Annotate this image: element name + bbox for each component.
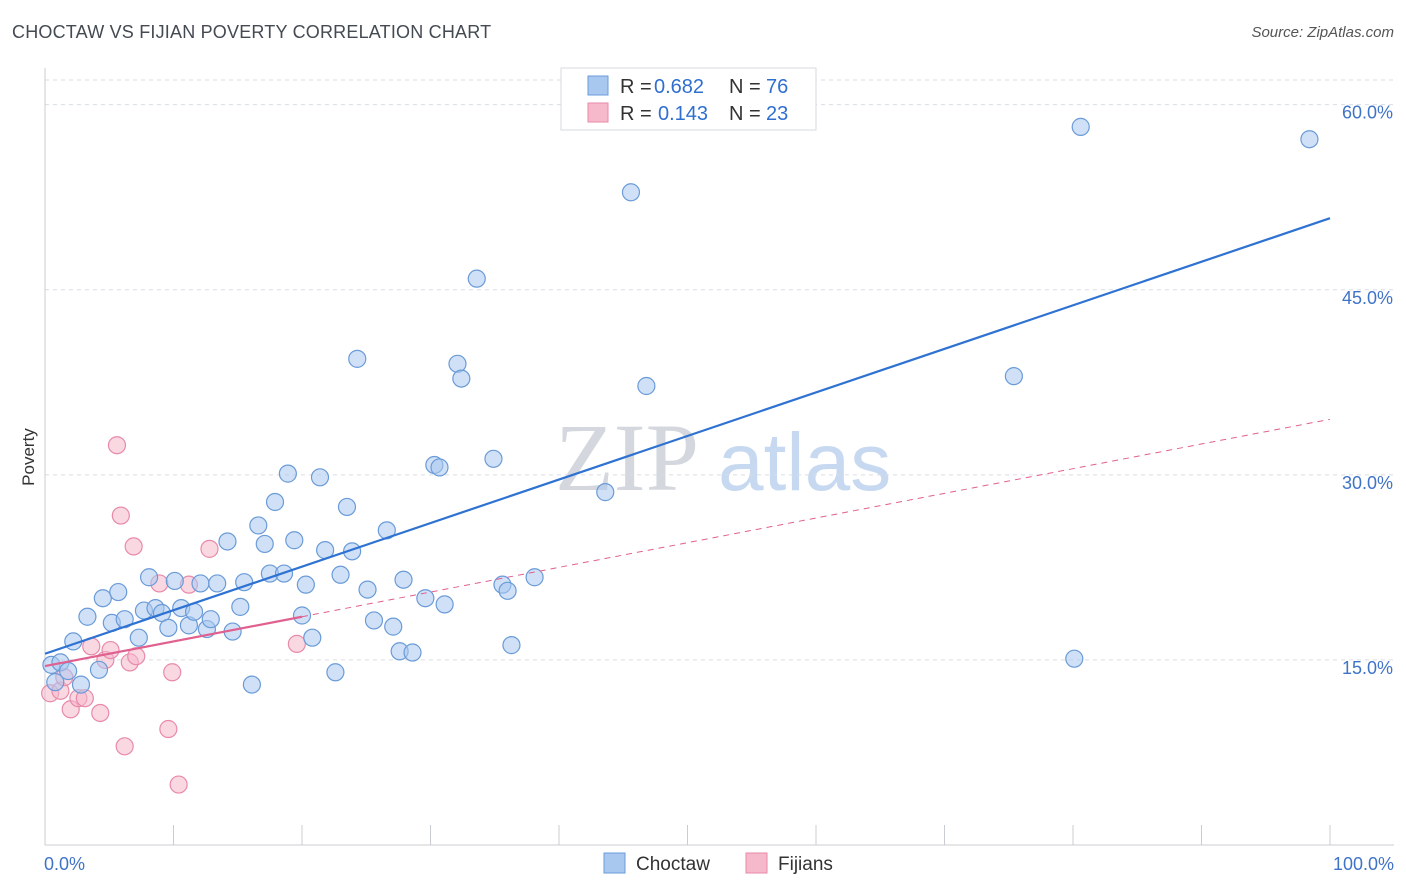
choctaw-point [285,531,304,550]
legend-swatch-choctaw [587,75,609,96]
legend-r-label-fijians: R = [620,103,652,125]
bottom-legend-choctaw: Choctaw [636,854,710,875]
legend-r-fijians: 0.143 [658,103,708,125]
choctaw-point [78,607,97,626]
chart-title: CHOCTAW VS FIJIAN POVERTY CORRELATION CH… [12,22,492,42]
bottom-legend-swatch-fijians [745,852,768,874]
y-tick-label: 60.0% [1342,103,1393,123]
choctaw-point [331,565,350,584]
choctaw-point [159,618,178,637]
choctaw-point [348,349,367,368]
choctaw-point [201,610,220,629]
choctaw-point [235,573,254,592]
choctaw-point [265,492,285,512]
choctaw-point [430,458,449,477]
legend-bottom: Choctaw Fijians [603,852,833,875]
choctaw-point [502,636,521,655]
fijians-point [200,539,219,558]
axes [44,68,1394,846]
choctaw-point [296,575,315,594]
x-ticks [44,825,1331,845]
fijians-point [91,703,110,723]
choctaw-point [1071,117,1090,136]
fijians-point [107,436,127,455]
choctaw-point [292,606,312,625]
choctaw-point [1065,649,1084,668]
y-tick-label: 15.0% [1342,658,1393,678]
choctaw-point [93,589,112,608]
grid-lines [45,79,1394,661]
choctaw-point [484,449,503,468]
fijians-point [159,719,178,739]
fijians-point [124,537,143,556]
choctaw-point [278,464,297,483]
choctaw-point [621,183,641,202]
choctaw-point [448,354,467,373]
choctaw-point [403,643,422,662]
choctaw-point [310,468,330,487]
legend-n-label-fijians: N = [729,103,761,125]
fijians-trend-extension [301,418,1331,618]
choctaw-point [218,532,237,551]
choctaw-point [249,516,268,535]
choctaw-point [467,269,486,288]
y-axis-title: Poverty [19,428,38,486]
bottom-legend-swatch-choctaw [603,852,626,874]
watermark-atlas: atlas [718,417,891,508]
legend-n-label-choctaw: N = [729,76,761,98]
legend-r-choctaw: 0.682 [654,76,704,98]
choctaw-point [358,580,377,599]
y-tick-labels: 15.0% 30.0% 45.0% 60.0% [1342,103,1393,678]
choctaw-point [129,628,148,647]
legend-n-fijians: 23 [766,103,788,125]
choctaw-point [384,617,403,636]
choctaw-point [637,376,656,396]
fijians-point [287,634,306,653]
choctaw-point [364,611,384,630]
choctaw-point [596,483,615,502]
choctaw-point [326,663,345,682]
bottom-legend-fijians: Fijians [778,854,833,875]
choctaw-point [165,571,184,591]
choctaw-point [191,574,210,593]
choctaw-point [59,661,78,681]
fijians-point [169,775,188,794]
choctaw-point [71,675,91,694]
y-tick-label: 30.0% [1342,473,1393,493]
choctaw-point [1004,367,1023,386]
source-label: Source: ZipAtlas.com [1251,24,1394,41]
fijians-point [115,737,134,756]
y-tick-label: 45.0% [1342,288,1393,308]
x-tick-label-min: 0.0% [44,854,85,874]
choctaw-point [498,581,517,600]
choctaw-point [208,574,227,593]
choctaw-point [139,568,159,587]
legend-r-label-choctaw: R = [620,76,652,98]
legend-n-choctaw: 76 [766,76,788,98]
choctaw-point [435,595,454,614]
choctaw-point [452,369,471,388]
fijians-trend-line [44,615,303,668]
choctaw-point [46,673,65,692]
choctaw-trend-line [44,217,1331,655]
trend-lines [44,217,1331,668]
choctaw-point [231,597,250,616]
choctaw-point [1300,130,1319,149]
choctaw-point [337,497,357,517]
choctaw-point [89,660,109,679]
x-tick-label-max: 100.0% [1333,854,1394,874]
choctaw-point [255,534,274,554]
choctaw-point [394,570,413,589]
legend-top: R = 0.682 N = 76 R = 0.143 N = 23 [560,67,817,131]
fijians-point [163,663,182,682]
choctaw-point [303,628,322,647]
fijians-point [111,506,130,525]
fijians-point [101,640,120,660]
choctaw-points [42,117,1319,694]
legend-swatch-fijians [587,102,609,123]
choctaw-point [242,675,261,694]
choctaw-point [109,582,128,602]
choctaw-point [416,589,435,608]
